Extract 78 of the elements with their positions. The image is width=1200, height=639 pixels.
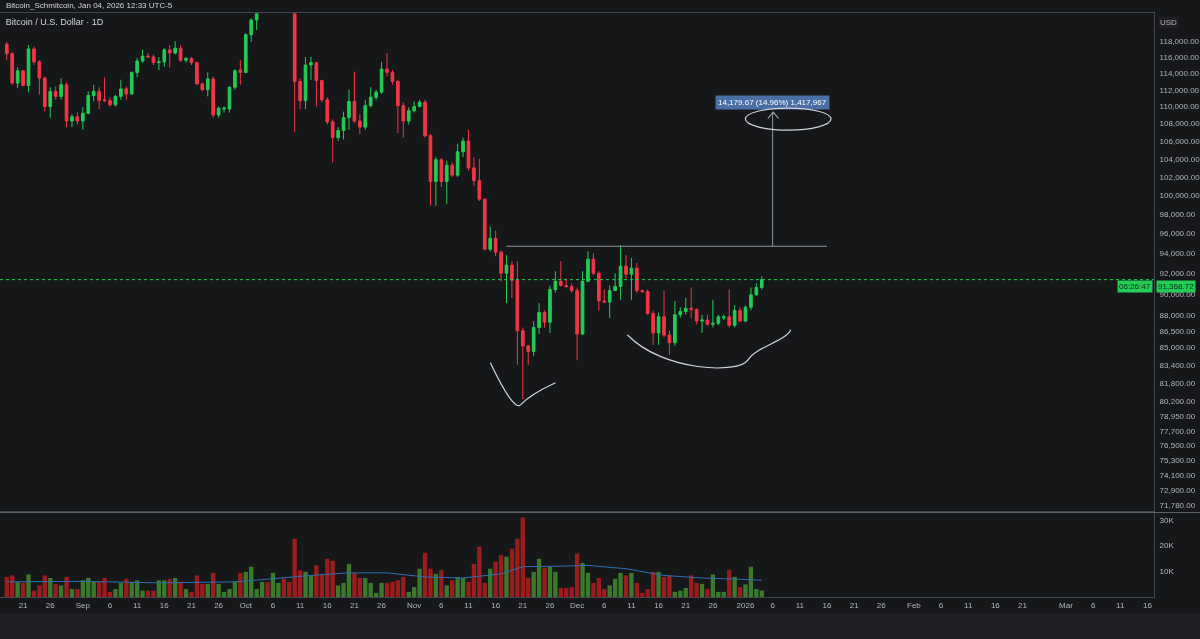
x-tick-label: 11 [1116, 600, 1125, 610]
chart-title: Bitcoin / U.S. Dollar · 1D [5, 17, 104, 28]
y-tick-label: 85,000.00 [1159, 342, 1196, 352]
y-tick-label: 108,000.00 [1159, 119, 1200, 129]
x-tick-label: 26 [45, 600, 56, 610]
x-tick-label: 11 [295, 600, 305, 610]
x-tick-label: 16 [1142, 600, 1153, 610]
x-tick-label: 6 [602, 600, 608, 610]
x-tick-label: 21 [187, 600, 197, 610]
y-tick-label: 92,000.00 [1159, 269, 1196, 279]
x-tick-label: Mar [1059, 600, 1074, 610]
text: Bitcoin_Schmitcoin, Jan 04, 2026 12:33 UTC-5 [6, 1, 173, 10]
x-tick-label: 6 [770, 600, 776, 610]
x-tick-label: 11 [795, 600, 805, 610]
y-tick-label: 78,950.00 [1159, 411, 1196, 421]
x-tick-label: 26 [545, 600, 555, 610]
y-tick-label: 74,100.00 [1159, 470, 1196, 480]
x-tick-label: 21 [681, 600, 691, 610]
x-tick-label: 11 [627, 600, 637, 610]
x-tick-label: 2026 [736, 600, 755, 610]
x-tick-label: Nov [407, 600, 422, 610]
y-tick-label: 100,000.00 [1159, 191, 1200, 201]
x-tick-label: Oct [239, 600, 253, 610]
y-tick-label: 112,000.00 [1159, 85, 1200, 95]
x-tick-label: 26 [377, 600, 387, 610]
x-tick-label: 11 [132, 600, 142, 610]
y-tick-label: 88,000.00 [1159, 310, 1196, 320]
x-tick-label: 21 [18, 600, 29, 610]
y-tick-label: 90,000.00 [1159, 289, 1196, 299]
y-axis-title: USD [1160, 18, 1178, 27]
y-tick-label: 104,000.00 [1159, 154, 1200, 164]
ref-line-label: 91,368.72 [1158, 282, 1195, 291]
x-tick-label: 6 [1090, 600, 1096, 610]
x-tick-label: 6 [439, 600, 445, 610]
x-tick-label: 16 [159, 600, 170, 610]
x-tick-label: 11 [964, 600, 973, 610]
x-tick-label: 21 [518, 600, 528, 610]
x-tick-label: Dec [569, 600, 585, 610]
y-tick-label: 30K [1159, 515, 1175, 525]
y-tick-label: 75,300.00 [1159, 455, 1196, 465]
y-tick-label: 81,800.00 [1159, 378, 1196, 388]
y-tick-label: 77,700.00 [1159, 426, 1196, 436]
x-tick-label: 6 [107, 600, 113, 610]
x-tick-label: 16 [822, 600, 832, 610]
x-tick-label: 26 [876, 600, 887, 610]
y-tick-label: 72,900.00 [1159, 486, 1196, 496]
x-tick-label: 21 [849, 600, 860, 610]
x-tick-label: 16 [491, 600, 501, 610]
x-tick-label: 6 [938, 600, 944, 610]
y-tick-label: 106,000.00 [1159, 136, 1200, 146]
y-tick-label: 102,000.00 [1159, 172, 1200, 182]
y-tick-label: 98,000.00 [1159, 210, 1196, 220]
x-tick-label: 21 [1018, 600, 1028, 610]
annotation: 06:26:47 [1119, 282, 1151, 291]
annotation: 14,179.67 (14.96%) 1,417,967 [718, 98, 827, 107]
y-tick-label: 20K [1159, 541, 1175, 551]
y-tick-label: 86,500.00 [1159, 326, 1196, 336]
y-tick-label: 96,000.00 [1159, 229, 1196, 239]
y-tick-label: 116,000.00 [1159, 52, 1200, 62]
x-tick-label: 16 [990, 600, 1001, 610]
x-tick-label: Sep [75, 600, 91, 610]
x-tick-label: 6 [270, 600, 276, 610]
y-tick-label: 80,200.00 [1159, 397, 1196, 407]
y-tick-label: 114,000.00 [1159, 69, 1200, 79]
y-tick-label: 94,000.00 [1159, 248, 1196, 258]
x-tick-label: 11 [464, 600, 474, 610]
x-tick-label: 21 [349, 600, 360, 610]
y-tick-label: 118,000.00 [1159, 36, 1200, 46]
y-tick-label: 110,000.00 [1159, 102, 1200, 112]
y-tick-label: 71,780.00 [1159, 500, 1196, 510]
y-tick-label: 10K [1159, 567, 1175, 577]
y-tick-label: 83,400.00 [1159, 360, 1196, 370]
x-tick-label: 26 [214, 600, 224, 610]
x-tick-label: Feb [906, 600, 922, 610]
x-tick-label: 26 [708, 600, 718, 610]
x-tick-label: 16 [322, 600, 333, 610]
y-tick-label: 76,500.00 [1159, 441, 1196, 451]
x-tick-label: 16 [654, 600, 664, 610]
